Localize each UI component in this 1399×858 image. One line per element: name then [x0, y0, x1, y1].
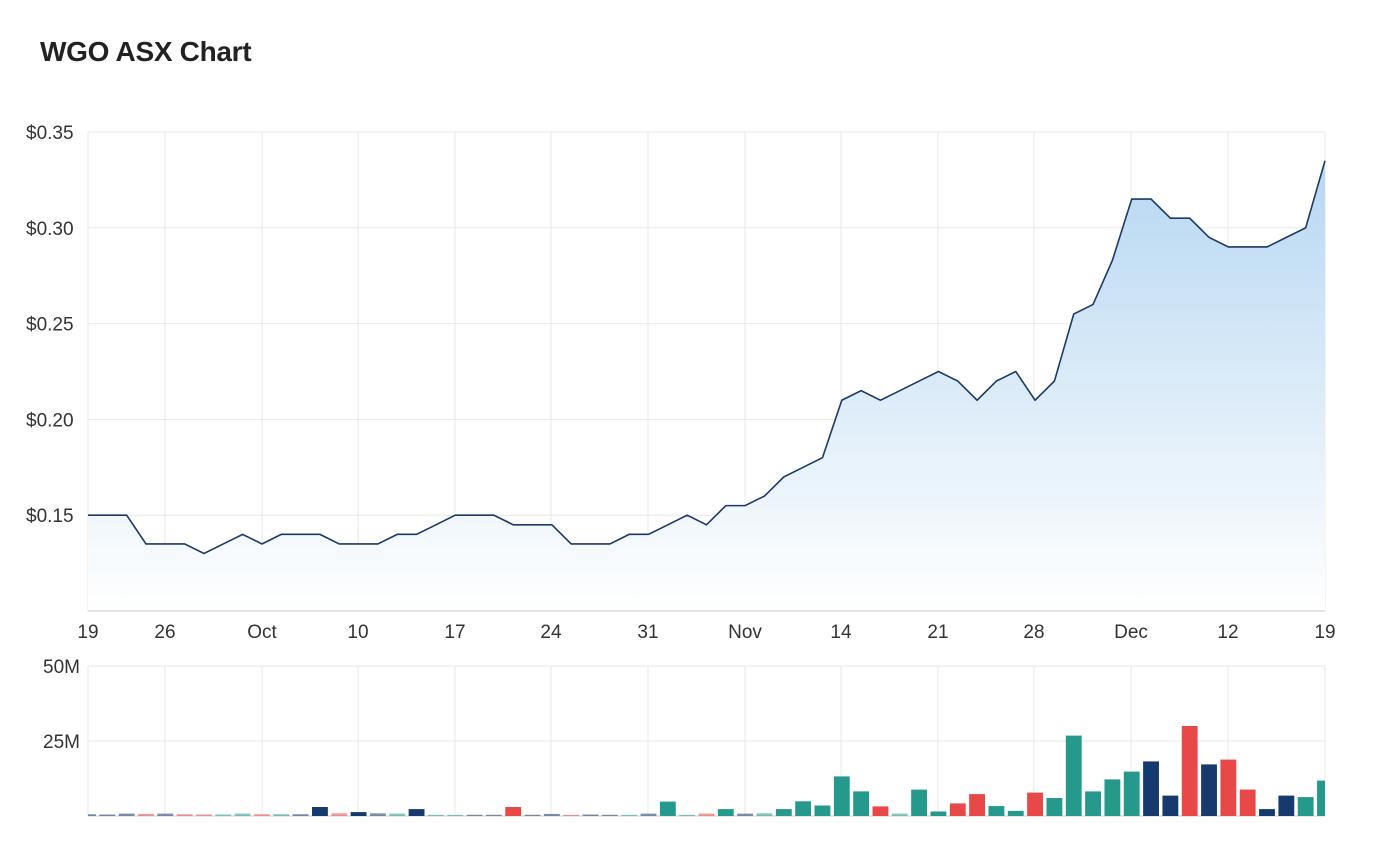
- price-y-axis-labels: $0.35 $0.30 $0.25 $0.20 $0.15: [26, 123, 74, 527]
- date-tick-label: 17: [444, 622, 465, 643]
- volume-bar: [949, 803, 966, 816]
- volume-y-axis-labels: 50M 25M: [43, 657, 80, 753]
- volume-bar: [872, 806, 889, 816]
- volume-bar: [1046, 798, 1063, 816]
- volume-bar: [1162, 795, 1179, 816]
- volume-bar: [331, 813, 348, 816]
- volume-bar: [988, 806, 1005, 816]
- date-tick-label: Oct: [247, 622, 277, 643]
- volume-bar: [215, 814, 232, 816]
- date-tick-label: 31: [637, 622, 658, 643]
- price-y-tick-label: $0.30: [26, 219, 74, 240]
- date-tick-label: Dec: [1114, 622, 1148, 643]
- volume-bar: [1143, 761, 1159, 816]
- volume-bar: [1278, 795, 1295, 816]
- volume-bar: [1259, 809, 1275, 816]
- volume-bar: [485, 814, 502, 816]
- date-tick-label: 14: [830, 622, 852, 643]
- price-line: [88, 160, 1326, 555]
- volume-bar: [969, 794, 986, 816]
- volume-bar: [737, 813, 754, 816]
- chart-title: WGO ASX Chart: [40, 36, 252, 67]
- volume-bar: [350, 812, 367, 816]
- volume-bar: [389, 813, 406, 816]
- volume-bar: [563, 814, 580, 816]
- date-axis-labels: 19 26 Oct 10 17 24 31 Nov 14 21 28 Dec 12 19: [77, 622, 1335, 643]
- volume-bar: [138, 813, 154, 816]
- volume-bar: [1104, 779, 1121, 816]
- volume-bar: [601, 814, 618, 816]
- volume-bar: [1239, 789, 1256, 816]
- volume-bar: [621, 814, 638, 816]
- volume-y-tick-label: 25M: [43, 732, 80, 753]
- date-tick-label: 24: [540, 622, 562, 643]
- volume-bar: [466, 814, 483, 816]
- volume-bar: [814, 805, 831, 816]
- date-tick-label: 26: [154, 622, 175, 643]
- volume-bar: [1027, 792, 1043, 816]
- volume-bar: [408, 809, 425, 816]
- volume-bar: [524, 814, 541, 816]
- price-y-tick-label: $0.35: [26, 123, 74, 144]
- volume-bar: [717, 809, 734, 816]
- volume-bar: [234, 813, 251, 816]
- volume-bar: [370, 813, 386, 816]
- volume-bar: [891, 813, 908, 816]
- volume-bar: [312, 807, 328, 816]
- volume-bar: [1085, 791, 1101, 816]
- volume-bar: [911, 789, 928, 816]
- price-y-tick-label: $0.25: [26, 315, 74, 336]
- volume-bar: [775, 809, 792, 816]
- volume-y-tick-label: 50M: [43, 657, 80, 678]
- volume-bar: [1181, 726, 1198, 816]
- volume-bar: [582, 814, 599, 816]
- volume-bar: [679, 814, 696, 816]
- volume-bar: [1065, 735, 1082, 816]
- volume-bar: [1123, 771, 1140, 816]
- volume-bar: [118, 813, 135, 816]
- volume-bar: [176, 814, 193, 816]
- volume-bar: [853, 791, 870, 816]
- date-tick-label: 21: [927, 622, 948, 643]
- volume-bar: [88, 814, 96, 816]
- volume-bar: [1317, 780, 1325, 816]
- volume-bar: [254, 814, 270, 816]
- volume-bar: [795, 801, 812, 816]
- volume-bar: [273, 814, 290, 816]
- volume-bar: [930, 811, 947, 816]
- date-tick-label: 28: [1023, 622, 1044, 643]
- volume-bar: [1297, 797, 1314, 816]
- price-y-tick-label: $0.20: [26, 410, 74, 431]
- volume-bar: [698, 813, 715, 816]
- volume-bar: [99, 814, 116, 816]
- price-y-tick-label: $0.15: [26, 506, 74, 527]
- volume-bar: [447, 814, 464, 816]
- date-tick-label: 10: [347, 622, 368, 643]
- volume-bar: [833, 776, 850, 816]
- volume-bar: [427, 814, 444, 816]
- date-tick-label: Nov: [728, 622, 762, 643]
- volume-bar: [292, 814, 309, 816]
- date-tick-label: 19: [77, 622, 98, 643]
- volume-bar: [505, 807, 522, 816]
- volume-bar: [640, 813, 657, 816]
- volume-bar: [1007, 810, 1024, 816]
- volume-bars: [88, 726, 1325, 816]
- volume-bar: [1220, 759, 1237, 816]
- volume-bar: [659, 801, 676, 816]
- volume-bar: [196, 814, 212, 816]
- volume-bar: [1201, 764, 1217, 816]
- volume-bar: [157, 813, 174, 816]
- date-tick-label: 19: [1314, 622, 1335, 643]
- volume-bar: [543, 813, 560, 816]
- date-tick-label: 12: [1217, 622, 1238, 643]
- price-area-fill: [88, 160, 1325, 612]
- volume-bar: [756, 813, 773, 816]
